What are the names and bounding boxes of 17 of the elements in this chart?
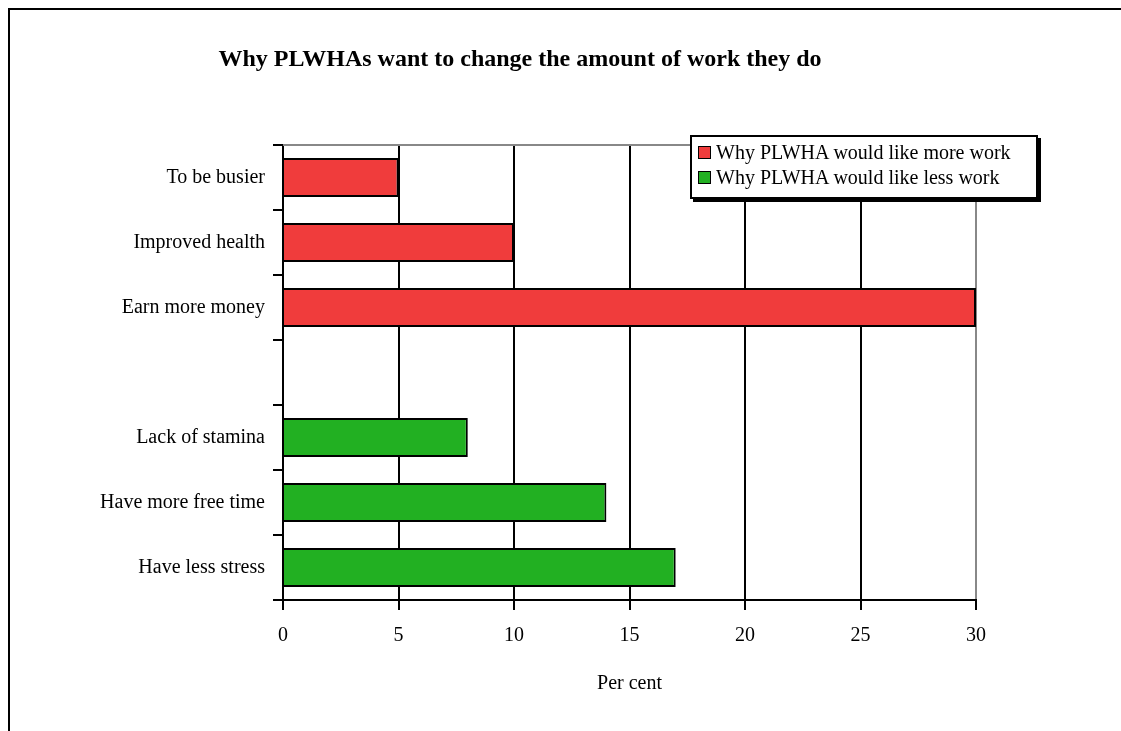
- legend-label: Why PLWHA would like less work: [716, 166, 1000, 189]
- legend-label: Why PLWHA would like more work: [716, 141, 1011, 164]
- y-tick-label: To be busier: [166, 164, 266, 187]
- x-tick-label: 20: [735, 623, 755, 646]
- x-tick-label: 0: [278, 623, 288, 646]
- x-tick-label: 5: [393, 623, 404, 646]
- x-axis-title: Per cent: [597, 671, 663, 694]
- x-tick-label: 10: [504, 623, 524, 646]
- y-tick-label: Lack of stamina: [136, 424, 266, 447]
- y-tick-label: Have less stress: [138, 554, 266, 577]
- x-tick-label: 15: [619, 623, 640, 646]
- y-tick-label: Improved health: [133, 229, 265, 253]
- x-tick-label: 25: [850, 623, 871, 646]
- y-tick-label: Earn more money: [121, 294, 265, 318]
- chart-title: Why PLWHAs want to change the amount of work they do: [217, 44, 823, 72]
- x-tick-label: 30: [966, 623, 986, 646]
- y-tick-label: Have more free time: [100, 489, 266, 512]
